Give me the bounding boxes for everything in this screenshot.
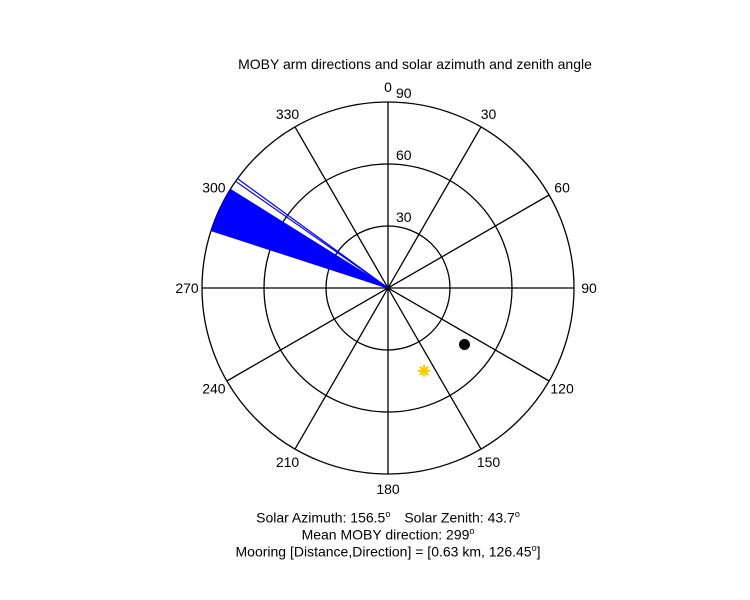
solar-azimuth-label: Solar Azimuth: 156.5 [256,509,386,526]
arm-direction-line [229,188,389,289]
angle-tick-label: 30 [481,106,497,122]
angle-tick-label: 150 [477,454,501,470]
degree-mark: o [469,526,475,536]
radial-tick-label: 30 [396,209,412,225]
radial-tick-label: 60 [396,147,412,163]
chart-title: MOBY arm directions and solar azimuth an… [238,56,592,72]
degree-mark: o [385,509,391,519]
sun-core [420,367,428,375]
angle-tick-label: 240 [202,381,226,397]
angle-tick-label: 330 [276,106,300,122]
markers [418,338,470,377]
mooring-marker [458,338,470,350]
arm-direction-lines [210,178,389,289]
mooring-suffix: ] [536,543,541,560]
angle-tick-label: 270 [175,280,199,296]
radial-tick-label: 90 [396,85,412,101]
angle-labels: 0 30 60 90 120 150 180 210 240 270 300 330 30 60 90 [175,79,597,497]
mean-moby-label: Mean MOBY direction: 299 [301,526,470,543]
mooring-caption: Mooring [Distance,Direction] = [0.63 km,… [0,543,750,560]
angle-tick-label: 300 [202,180,226,196]
angle-tick-label: 180 [376,481,400,497]
angle-tick-label: 90 [581,280,597,296]
solar-zenith-label: Solar Zenith: 43.7 [404,509,515,526]
sun-marker [418,364,431,377]
mean-direction-caption: Mean MOBY direction: 299o [0,526,750,543]
degree-mark: o [531,543,537,553]
arm-direction-line [237,178,389,289]
angle-tick-label: 120 [550,381,574,397]
solar-caption: Solar Azimuth: 156.5o Solar Zenith: 43.7o [0,509,750,526]
mooring-label: Mooring [Distance,Direction] = [0.63 km,… [235,543,532,560]
degree-mark: o [514,509,520,519]
angle-tick-label: 210 [276,454,300,470]
angle-tick-label: 60 [554,180,570,196]
angle-tick-label: 0 [384,79,392,95]
